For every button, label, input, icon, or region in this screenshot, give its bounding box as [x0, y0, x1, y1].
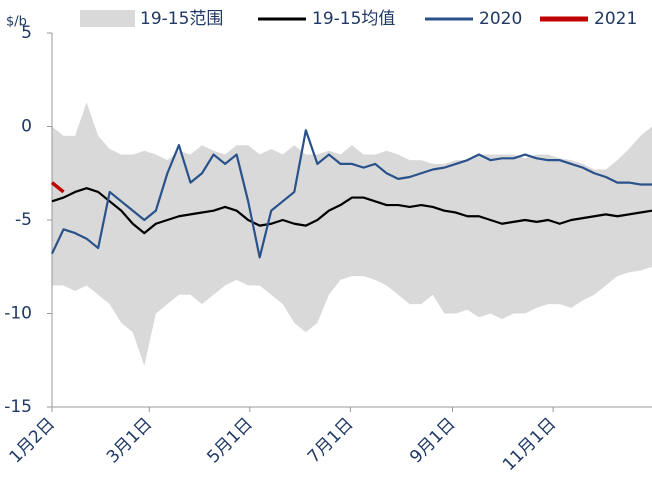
series-line	[51, 187, 652, 235]
range-band	[52, 102, 652, 366]
y-tick-label: -5	[15, 210, 32, 230]
x-tick-label: 5月1日	[203, 414, 256, 467]
legend-label: 19-15范围	[140, 9, 223, 29]
series-line	[50, 181, 65, 194]
y-tick-label: 5	[21, 23, 32, 43]
y-tick-label: 0	[21, 117, 32, 137]
y-tick-label: -15	[4, 397, 32, 417]
legend-label: 19-15均值	[312, 9, 395, 29]
legend-swatch	[80, 10, 135, 27]
y-axis-label: $/b	[6, 15, 27, 30]
x-tick-label: 11月1日	[499, 414, 560, 475]
x-tick-label: 3月1日	[103, 414, 156, 467]
legend-label: 2021	[594, 9, 637, 29]
x-tick-label: 7月1日	[304, 414, 357, 467]
y-tick-label: -10	[4, 304, 32, 324]
x-tick-label: 9月1日	[406, 414, 459, 467]
legend-label: 2020	[479, 9, 522, 29]
x-tick-label: 1月2日	[6, 414, 59, 467]
series-line	[51, 129, 652, 259]
